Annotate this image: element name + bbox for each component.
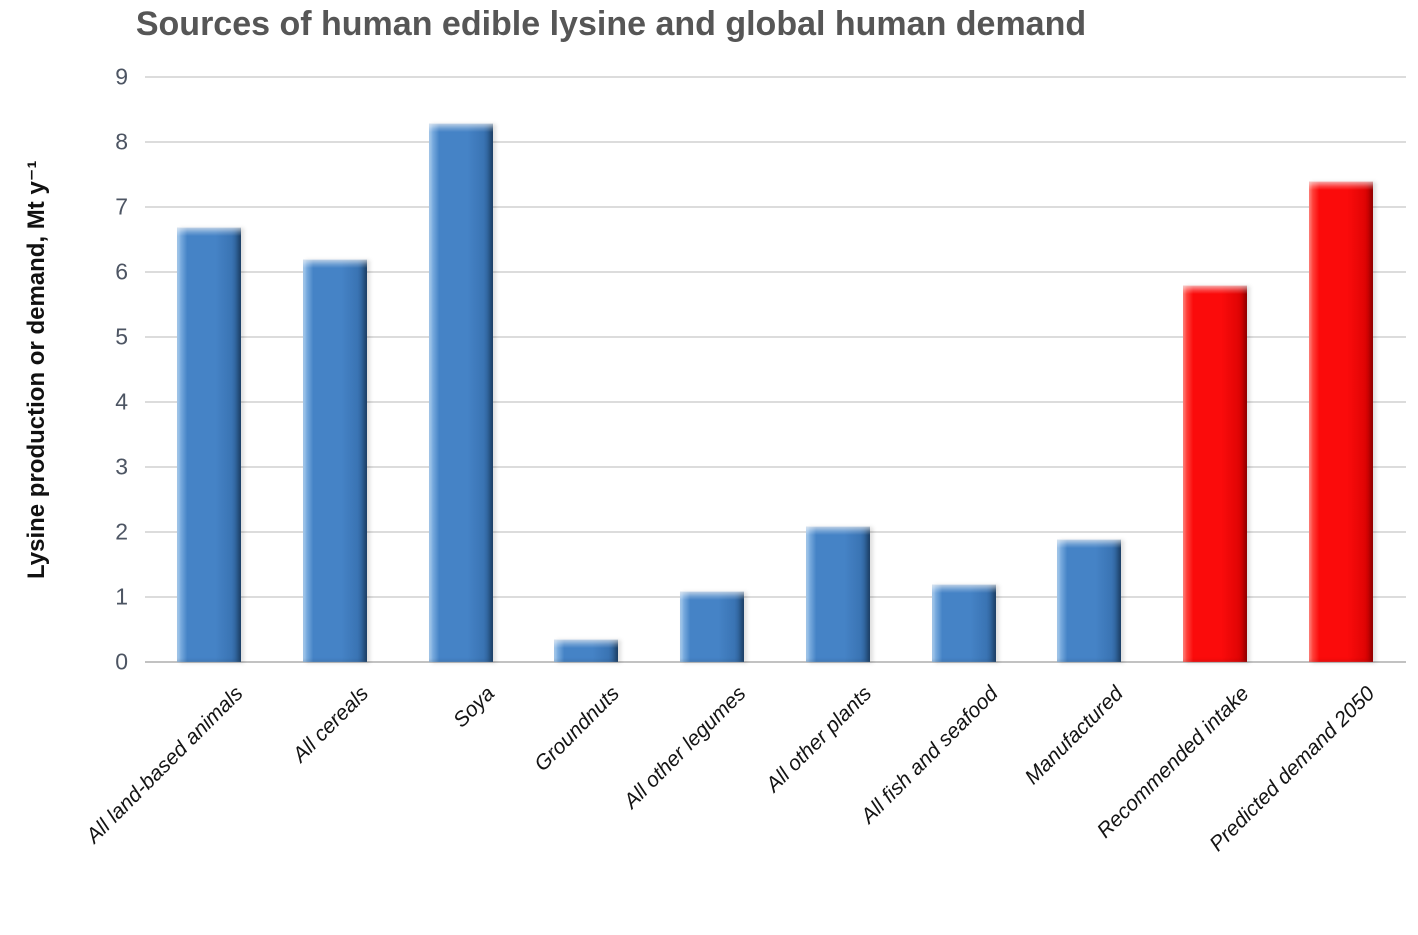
x-axis-label: Soya xyxy=(449,682,500,733)
x-axis-label: All other plants xyxy=(761,682,877,797)
bar xyxy=(429,122,493,662)
gridline xyxy=(145,336,1406,338)
bar xyxy=(680,590,744,662)
gridline xyxy=(145,271,1406,273)
x-axis-label: All cereals xyxy=(288,682,374,767)
y-tick-label: 6 xyxy=(115,258,128,285)
bar xyxy=(806,525,870,662)
gridline xyxy=(145,76,1406,78)
y-tick-label: 7 xyxy=(115,193,128,220)
bar xyxy=(1057,538,1121,662)
bar xyxy=(177,226,241,662)
y-tick-label: 9 xyxy=(115,63,128,90)
gridline xyxy=(145,466,1406,468)
bar xyxy=(932,584,996,662)
x-axis-label: All land-based animals xyxy=(81,682,248,848)
bar xyxy=(303,259,367,662)
gridline xyxy=(145,141,1406,143)
x-axis-label: All other legumes xyxy=(619,682,751,813)
y-tick-label: 8 xyxy=(115,128,128,155)
gridline xyxy=(145,531,1406,533)
x-axis-label: All fish and seafood xyxy=(856,682,1003,828)
gridline xyxy=(145,206,1406,208)
gridline xyxy=(145,596,1406,598)
gridline xyxy=(145,661,1406,663)
y-tick-label: 5 xyxy=(115,323,128,350)
bar xyxy=(554,639,618,662)
x-axis-label: Manufactured xyxy=(1020,682,1128,790)
y-tick-label: 0 xyxy=(115,648,128,675)
y-tick-label: 2 xyxy=(115,518,128,545)
y-tick-label: 3 xyxy=(115,453,128,480)
y-tick-label: 1 xyxy=(115,583,128,610)
chart-title: Sources of human edible lysine and globa… xyxy=(135,5,1087,43)
y-tick-label: 4 xyxy=(115,388,128,415)
x-axis-label: Groundnuts xyxy=(530,682,625,776)
gridline xyxy=(145,401,1406,403)
bar xyxy=(1309,181,1373,662)
bar xyxy=(1183,285,1247,662)
